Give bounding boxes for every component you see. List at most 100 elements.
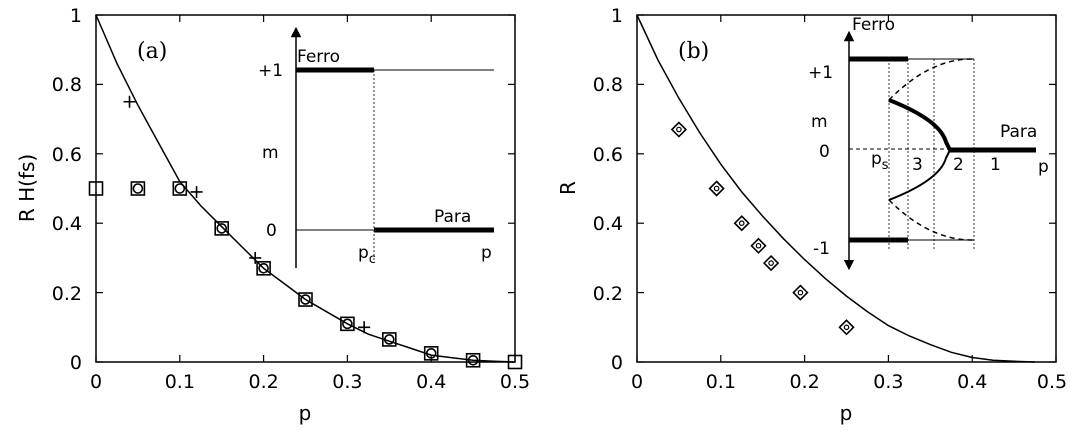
marker-a-circle-3 bbox=[258, 263, 269, 274]
ticks-a bbox=[95, 14, 516, 363]
marker-b-diamond-1 bbox=[708, 180, 725, 197]
panel-a: 0 0.1 0.2 0.3 0.4 0.5 0 0.2 0.4 0.6 0.8 … bbox=[15, 5, 530, 425]
marker-a-square-9 bbox=[465, 352, 481, 368]
xtick-label-b-5: 0.5 bbox=[1037, 371, 1067, 393]
inset-a-ytick-0: 0 bbox=[266, 221, 277, 241]
marker-b-diamond-6-dot bbox=[843, 324, 850, 331]
inset-b-label-para: Para bbox=[1000, 122, 1037, 142]
marker-a-square-1 bbox=[130, 181, 146, 196]
inset-b-stable-branch-upper bbox=[888, 98, 952, 151]
marker-b-diamond-4-dot bbox=[768, 260, 774, 266]
ytick-label-b-4: 0.8 bbox=[593, 74, 623, 96]
marker-a-circle-4 bbox=[300, 294, 311, 305]
inset-b-unstable-branch-upper bbox=[888, 58, 975, 101]
ytick-label-b-1: 0.2 bbox=[593, 283, 623, 305]
marker-b-diamond-3-dot bbox=[755, 242, 762, 249]
inset-a-ylabel: m bbox=[262, 143, 279, 163]
fit-curve-a bbox=[95, 14, 516, 363]
marker-a-square-0 bbox=[88, 181, 104, 196]
xtick-label-a-2: 0.2 bbox=[248, 371, 278, 393]
xtick-label-a-3: 0.3 bbox=[332, 371, 362, 393]
x-axis-label-a: p bbox=[299, 401, 312, 425]
x-axis-label-b: p bbox=[840, 401, 853, 425]
marker-b-diamond-2-dot bbox=[738, 220, 745, 227]
ytick-label-a-5: 1 bbox=[70, 5, 82, 27]
plot-frame-b bbox=[636, 14, 1057, 363]
marker-a-circle-1 bbox=[174, 183, 186, 194]
xtick-label-a-4: 0.4 bbox=[416, 371, 446, 393]
inset-b-xtick-3: 3 bbox=[912, 155, 923, 175]
fit-curve-b bbox=[636, 14, 1036, 363]
inset-a-xtick-pc: pc bbox=[358, 243, 376, 267]
marker-a-circle-0 bbox=[132, 183, 144, 194]
marker-a-square-6 bbox=[340, 316, 355, 332]
inset-b-xtick-p: p bbox=[1038, 157, 1049, 177]
plot-frame-a bbox=[95, 14, 516, 363]
marker-b-diamond-0-dot bbox=[676, 126, 682, 133]
marker-b-diamond-3 bbox=[750, 237, 767, 254]
y-axis-label-b: R bbox=[556, 181, 580, 195]
inset-a-ytick-plus1: +1 bbox=[258, 61, 283, 81]
inset-b-xtick-2: 2 bbox=[953, 155, 964, 175]
marker-a-square-5 bbox=[298, 292, 313, 307]
xtick-label-b-3: 0.3 bbox=[873, 371, 903, 393]
marker-a-plus-0 bbox=[123, 95, 136, 108]
xtick-label-a-1: 0.1 bbox=[165, 371, 195, 393]
inset-a-xtick-p: p bbox=[481, 243, 492, 263]
marker-a-square-7 bbox=[381, 332, 397, 347]
marker-a-circle-2 bbox=[216, 223, 227, 234]
inset-b-ytick-plus1: +1 bbox=[808, 63, 833, 83]
ytick-label-b-3: 0.6 bbox=[593, 144, 623, 166]
marker-a-circle-8 bbox=[467, 354, 479, 366]
ytick-label-a-0: 0 bbox=[70, 352, 82, 374]
xtick-label-b-0: 0 bbox=[631, 371, 643, 393]
ytick-label-a-1: 0.2 bbox=[52, 283, 82, 305]
inset-b-label-ferro: Ferro bbox=[852, 15, 895, 35]
panel-b: 0 0.1 0.2 0.3 0.4 0.5 0 0.2 0.4 0.6 0.8 … bbox=[556, 5, 1067, 425]
panel-label-a: (a) bbox=[137, 39, 167, 64]
ytick-label-a-3: 0.6 bbox=[52, 144, 82, 166]
xtick-label-a-0: 0 bbox=[90, 371, 102, 393]
y-axis-label-a: R H(fs) bbox=[15, 154, 39, 222]
inset-a: Ferro Para +1 0 m pc p bbox=[258, 26, 494, 268]
marker-b-diamond-0 bbox=[670, 121, 688, 138]
data-markers-a bbox=[88, 95, 523, 370]
ytick-label-b-2: 0.4 bbox=[593, 213, 623, 235]
inset-a-label-para: Para bbox=[434, 207, 471, 227]
marker-a-square-3 bbox=[214, 221, 229, 236]
ytick-label-b-5: 1 bbox=[611, 5, 623, 27]
inset-b-unstable-branch-lower bbox=[888, 199, 975, 241]
xtick-label-b-1: 0.1 bbox=[706, 371, 736, 393]
inset-b-ylabel: m bbox=[811, 112, 828, 132]
marker-a-circle-6 bbox=[383, 334, 395, 345]
marker-a-plus-3 bbox=[358, 321, 371, 334]
marker-b-diamond-5 bbox=[792, 284, 809, 301]
inset-a-label-ferro: Ferro bbox=[297, 47, 340, 67]
marker-b-diamond-2 bbox=[733, 215, 750, 232]
panel-label-b: (b) bbox=[678, 39, 709, 64]
marker-b-diamond-4 bbox=[762, 254, 780, 272]
inset-b-ytick-minus1: -1 bbox=[813, 239, 830, 259]
marker-a-square-10 bbox=[507, 354, 523, 370]
marker-b-diamond-6 bbox=[838, 319, 855, 336]
xtick-label-b-4: 0.4 bbox=[957, 371, 987, 393]
inset-b-xtick-ps: ps bbox=[871, 149, 889, 173]
marker-a-circle-5 bbox=[342, 318, 353, 330]
ytick-label-a-4: 0.8 bbox=[52, 74, 82, 96]
marker-a-square-8 bbox=[423, 346, 439, 361]
ticks-b bbox=[636, 14, 1057, 363]
marker-a-square-2 bbox=[172, 181, 188, 196]
marker-a-square-4 bbox=[256, 261, 271, 276]
marker-a-circle-7 bbox=[425, 348, 437, 359]
marker-a-plus-2 bbox=[249, 251, 262, 264]
marker-b-diamond-5-dot bbox=[797, 289, 804, 296]
inset-b-stable-branch-lower bbox=[888, 149, 951, 201]
marker-b-diamond-1-dot bbox=[713, 185, 720, 192]
data-markers-b bbox=[670, 121, 855, 336]
xtick-label-b-2: 0.2 bbox=[789, 371, 819, 393]
inset-b-ytick-0: 0 bbox=[819, 142, 830, 162]
inset-b: Ferro Para +1 0 -1 m ps 3 2 1 p bbox=[808, 15, 1049, 271]
ytick-label-b-0: 0 bbox=[611, 352, 623, 374]
marker-a-plus-1 bbox=[190, 185, 203, 198]
